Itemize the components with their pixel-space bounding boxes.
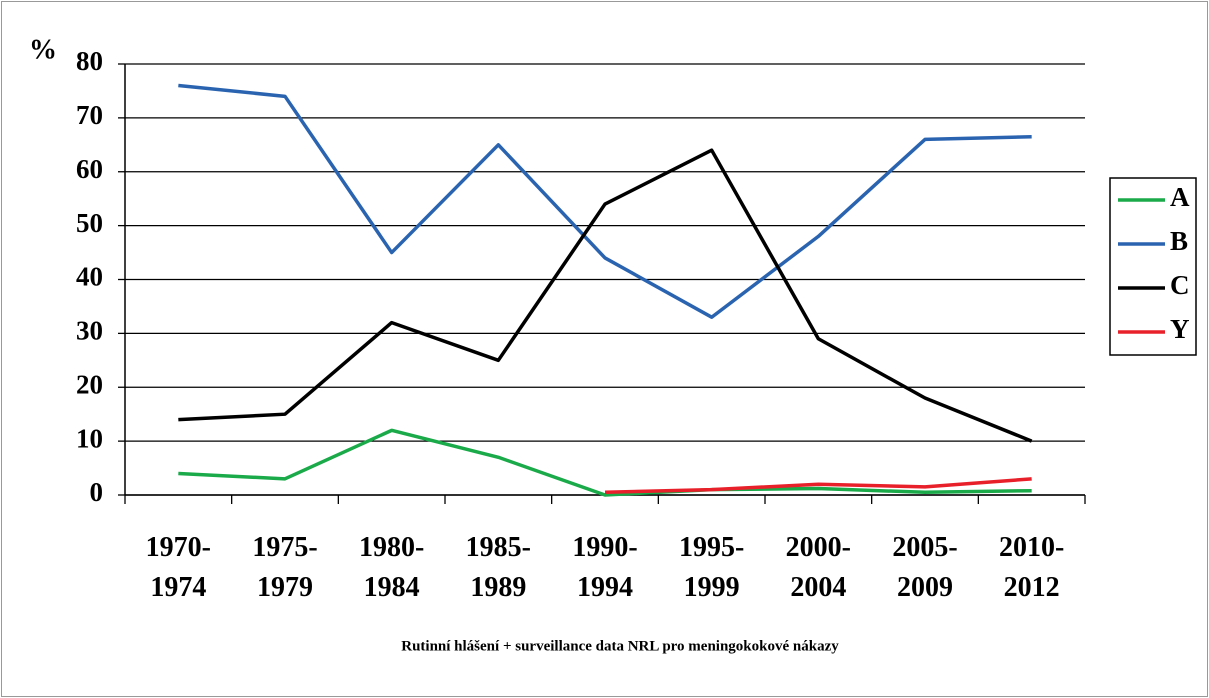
series-line xyxy=(604,477,1032,495)
x-tick-label: 2000- 2004 xyxy=(785,532,851,603)
y-axis-label: % xyxy=(29,34,57,65)
x-tick-label: 2005- 2009 xyxy=(892,532,958,603)
x-tick-label: 1995- 1999 xyxy=(678,532,745,603)
series-line xyxy=(178,428,1032,497)
series-line xyxy=(178,83,1032,319)
x-tick-label: 1990- 1994 xyxy=(572,532,638,603)
legend-label: C xyxy=(1170,270,1190,300)
y-tick-label: 30 xyxy=(76,316,103,346)
y-tick-label: 80 xyxy=(76,46,103,76)
x-tick-label: 2010- 2012 xyxy=(998,532,1065,603)
legend-label: B xyxy=(1170,226,1188,256)
y-tick-label: 20 xyxy=(76,369,103,399)
x-tick-label: 1975- 1979 xyxy=(252,532,318,603)
legend-box xyxy=(1109,177,1197,356)
series-line xyxy=(178,148,1033,443)
y-tick-label: 0 xyxy=(90,477,104,507)
y-tick-label: 40 xyxy=(76,262,103,292)
y-tick-label: 60 xyxy=(76,154,103,184)
x-tick-label: 1970- 1974 xyxy=(145,532,211,603)
y-tick-label: 10 xyxy=(76,423,103,453)
legend-label: Y xyxy=(1170,314,1190,344)
legend-label: A xyxy=(1170,182,1190,212)
x-tick-label: 1985- 1989 xyxy=(465,532,531,603)
footnote: Rutinní hlášení + surveillance data NRL … xyxy=(401,638,839,654)
x-tick-label: 1980- 1984 xyxy=(358,532,425,603)
y-tick-label: 70 xyxy=(76,100,103,130)
y-tick-label: 50 xyxy=(76,208,103,238)
